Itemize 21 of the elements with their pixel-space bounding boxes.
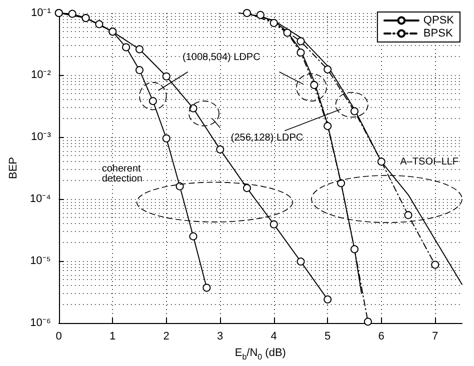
legend-label: QPSK	[423, 14, 455, 26]
annotation: (1008,504) LDPC	[182, 52, 260, 64]
y-axis-title: BEP	[8, 156, 20, 180]
x-tick-label: 1	[110, 330, 116, 342]
x-tick-label: 3	[217, 330, 224, 342]
y-tick-label: 10⁻⁴	[30, 193, 52, 205]
x-tick-label: 2	[163, 330, 170, 342]
y-tick-label: 10⁻⁵	[30, 255, 51, 267]
x-tick-label: 6	[378, 330, 384, 342]
y-tick-label: 10⁻³	[30, 131, 52, 143]
x-tick-label: 7	[432, 330, 438, 342]
y-tick-label: 10⁻⁶	[30, 317, 51, 329]
annotation: A–TSOI–LLF	[400, 156, 459, 168]
annotation: coherent detection	[102, 164, 144, 185]
x-tick-label: 0	[56, 330, 62, 342]
y-tick-label: 10⁻¹	[30, 7, 52, 19]
y-tick-label: 10⁻²	[30, 69, 52, 81]
x-tick-label: 5	[324, 330, 331, 342]
x-tick-label: 4	[270, 330, 277, 342]
annotation: (256,128) LDPC	[230, 132, 304, 144]
legend-label: BPSK	[423, 28, 454, 40]
